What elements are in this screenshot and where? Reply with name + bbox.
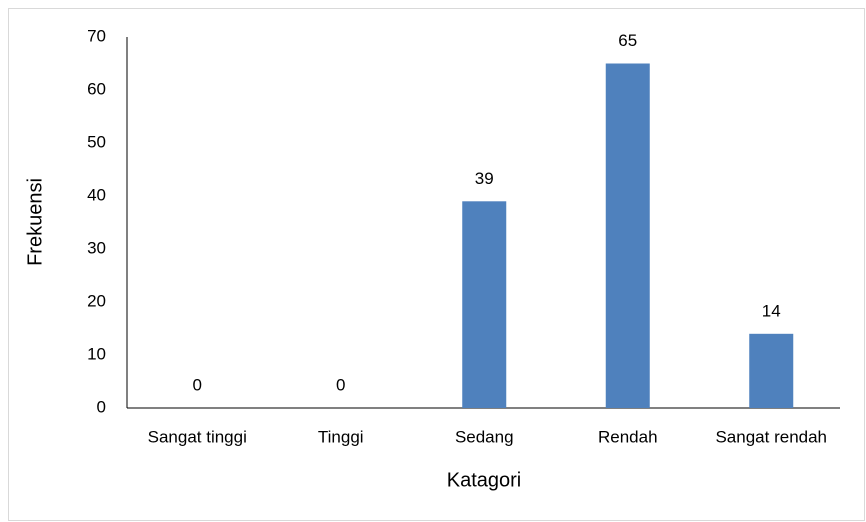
y-tick-label: 60 [87, 79, 106, 98]
x-tick-label: Rendah [598, 427, 658, 446]
data-label: 0 [336, 375, 345, 394]
chart-frame [8, 8, 865, 521]
y-tick-label: 10 [87, 344, 106, 363]
data-label: 14 [762, 301, 781, 320]
x-tick-label: Tinggi [318, 427, 364, 446]
y-tick-label: 40 [87, 185, 106, 204]
x-tick-label: Sangat tinggi [148, 427, 247, 446]
y-tick-label: 70 [87, 26, 106, 45]
x-tick-label: Sedang [455, 427, 514, 446]
x-tick-label: Sangat rendah [715, 427, 827, 446]
bar [605, 63, 650, 408]
x-axis-label: Katagori [447, 469, 522, 491]
data-label: 65 [618, 31, 637, 50]
bar [749, 333, 794, 408]
y-axis-label: Frekuensi [24, 178, 46, 266]
data-label: 39 [475, 169, 494, 188]
y-tick-label: 20 [87, 291, 106, 310]
data-label: 0 [193, 375, 202, 394]
bar [462, 201, 507, 408]
y-tick-label: 30 [87, 238, 106, 257]
y-tick-label: 0 [97, 397, 106, 416]
y-tick-label: 50 [87, 132, 106, 151]
